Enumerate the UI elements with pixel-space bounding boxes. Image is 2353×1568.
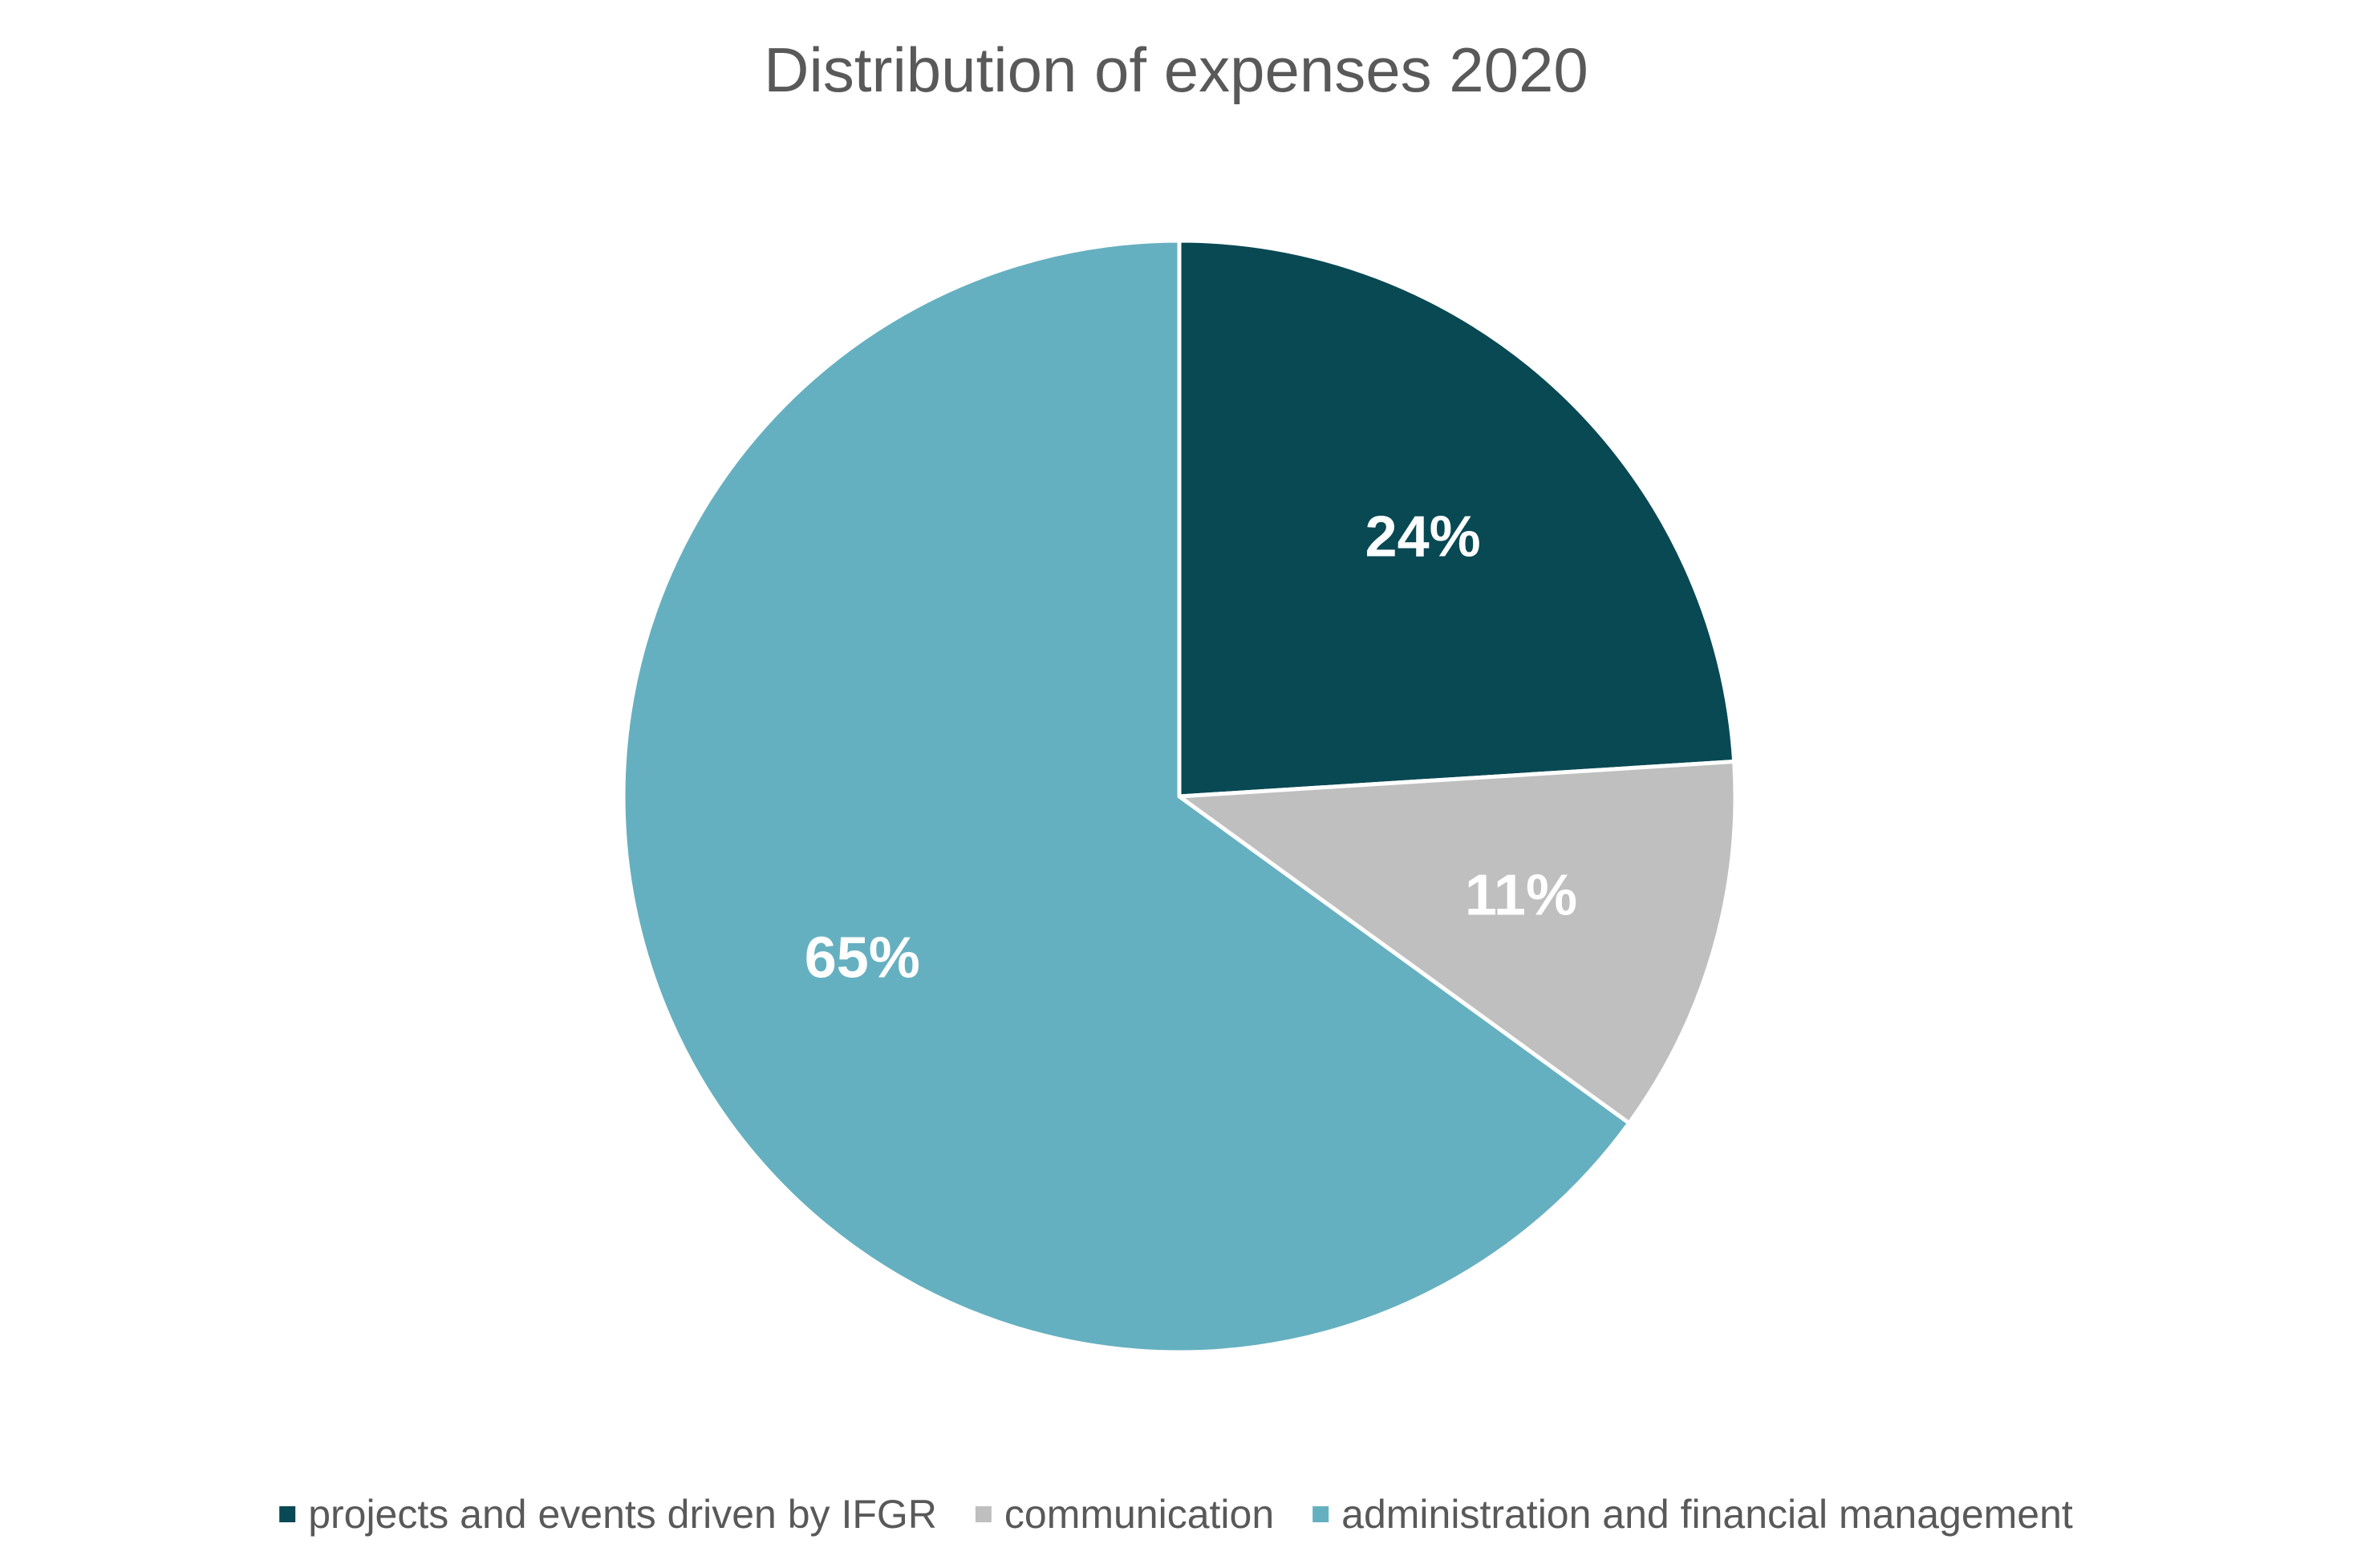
legend: projects and events driven by IFGR commun… [279,1492,2073,1537]
pie-slice-communication [1177,759,1738,1125]
legend-label: administration and financial management [1341,1492,2073,1537]
pie-slice-projects-and-events-driven-by-ifgr [1177,238,1737,799]
legend-swatch [975,1506,992,1522]
data-label-administration-and-financial-management: 65% [805,926,920,990]
chart-title: Distribution of expenses 2020 [764,34,1588,105]
data-labels: 24% 11% 65% [805,505,1577,991]
legend-item-projects-and-events-driven-by-ifgr: projects and events driven by IFGR [279,1492,937,1537]
pie-slice-administration-and-financial-management [621,238,1632,1355]
pie-slices [621,238,1738,1355]
data-label-projects-and-events-driven-by-ifgr: 24% [1365,505,1481,569]
legend-label: communication [1004,1492,1274,1537]
legend-label: projects and events driven by IFGR [308,1492,937,1537]
legend-item-communication: communication [975,1492,1274,1537]
data-label-communication: 11% [1465,864,1577,928]
legend-item-administration-and-financial-management: administration and financial management [1312,1492,2073,1537]
legend-swatch [1312,1506,1329,1522]
legend-swatch [279,1506,296,1522]
